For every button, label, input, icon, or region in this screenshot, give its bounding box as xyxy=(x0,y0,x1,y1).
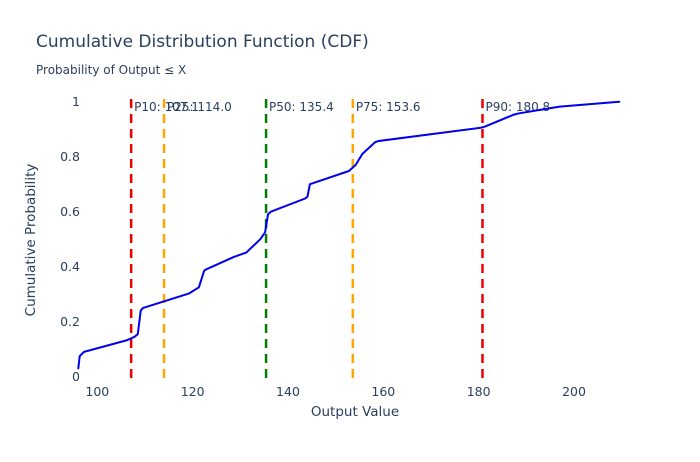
percentile-label-p50: P50: 135.4 xyxy=(269,100,334,114)
y-tick-label: 0.2 xyxy=(60,314,80,329)
x-tick-label: 140 xyxy=(276,384,300,399)
cdf-curve[interactable] xyxy=(77,100,621,370)
percentile-label-p90: P90: 180.8 xyxy=(485,100,550,114)
y-tick-label: 0.8 xyxy=(60,149,80,164)
percentile-label-p25: P25: 114.0 xyxy=(167,100,232,114)
x-tick-label: 100 xyxy=(85,384,109,399)
y-tick-label: 1 xyxy=(72,94,80,109)
x-tick-label: 160 xyxy=(371,384,395,399)
x-tick-label: 180 xyxy=(467,384,491,399)
percentile-label-p10: P10: 107.1 xyxy=(134,100,199,114)
y-tick-label: 0 xyxy=(72,369,80,384)
y-tick-label: 0.6 xyxy=(60,204,80,219)
x-axis-title: Output Value xyxy=(310,404,400,420)
chart-title: Cumulative Distribution Function (CDF) xyxy=(36,32,369,52)
y-tick-label: 0.4 xyxy=(60,259,80,274)
x-tick-label: 200 xyxy=(562,384,586,399)
percentile-label-p75: P75: 153.6 xyxy=(356,100,421,114)
x-tick-label: 120 xyxy=(181,384,205,399)
y-axis-title: Cumulative Probability xyxy=(23,163,39,317)
chart-subtitle: Probability of Output ≤ X xyxy=(36,63,187,77)
